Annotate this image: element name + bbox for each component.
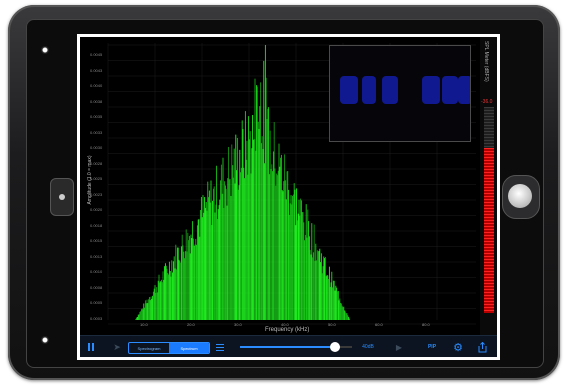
y-tick-label: 0.0010 xyxy=(90,269,103,274)
y-axis-label: Amplitude (1.0 = max) xyxy=(87,155,93,205)
x-tick-label: 30.0 xyxy=(234,322,242,327)
bottom-toolbar: ➤ Spectrogram Spectrum 40dB ▶ PIP ⚙ xyxy=(80,335,497,357)
spectrum-plot: 0.0045 0.0043 0.0040 0.0038 0.0035 0.0033 0.00… xyxy=(80,37,480,335)
y-tick-label: 0.0028 xyxy=(90,160,103,166)
y-tick-label: 0.0040 xyxy=(90,83,103,88)
y-tick-label: 0.0018 xyxy=(90,222,103,228)
share-icon[interactable] xyxy=(476,341,488,353)
gain-slider-track xyxy=(340,346,352,348)
spectrum-chart xyxy=(107,43,476,325)
gain-slider-knob[interactable] xyxy=(330,342,340,352)
y-tick-label: 0.0045 xyxy=(90,52,103,57)
y-tick-label: 0.0013 xyxy=(90,253,103,259)
y-tick-label: 0.0020 xyxy=(90,207,103,212)
y-tick-label: 0.0030 xyxy=(90,145,103,150)
x-axis-label: Frequency (kHz) xyxy=(265,327,310,333)
mode-spectrum-button[interactable]: Spectrum xyxy=(169,343,209,353)
x-tick-label: 10.0 xyxy=(140,322,148,327)
case-screw-icon xyxy=(41,336,49,344)
y-tick-label: 0.0035 xyxy=(90,114,103,119)
side-port xyxy=(50,178,74,216)
spectrogram-view xyxy=(340,76,470,104)
y-tick-label: 0.0038 xyxy=(90,98,103,104)
y-tick-label: 0.0033 xyxy=(90,129,103,135)
x-tick-label: 50.0 xyxy=(328,322,336,327)
spl-meter: SPL Meter (dBFS) -36.0 xyxy=(480,37,497,335)
meter-level-fill xyxy=(484,148,494,313)
y-tick-label: 0.0005 xyxy=(90,300,103,305)
y-tick-label: 0.0025 xyxy=(90,176,103,181)
spectrum-trace xyxy=(135,45,350,320)
y-tick-label: 0.0023 xyxy=(90,191,103,197)
x-tick-label: 20.0 xyxy=(187,322,195,327)
meter-label: SPL Meter (dBFS) xyxy=(483,41,489,82)
x-tick-label: 40.0 xyxy=(281,322,289,327)
meter-bar xyxy=(484,107,494,313)
y-tick-label: 0.0043 xyxy=(90,67,103,73)
analyzer-app: 0.0045 0.0043 0.0040 0.0038 0.0035 0.0033 0.00… xyxy=(80,37,497,357)
spectrogram-pip-window[interactable] xyxy=(329,45,471,142)
play-icon[interactable]: ▶ xyxy=(395,342,403,352)
gain-value: 40dB xyxy=(362,344,374,350)
list-icon[interactable] xyxy=(215,341,225,353)
case-screw-icon xyxy=(41,46,49,54)
home-button[interactable] xyxy=(502,175,540,219)
y-tick-label: 0.0003 xyxy=(90,315,103,321)
y-tick-label: 0.0015 xyxy=(90,238,103,243)
y-tick-label: 0.0008 xyxy=(90,284,103,290)
meter-value: -36.0 xyxy=(481,99,493,105)
pip-button[interactable]: PIP xyxy=(427,344,437,350)
arrow-icon[interactable]: ➤ xyxy=(113,341,121,352)
mode-spectrogram-button[interactable]: Spectrogram xyxy=(137,345,161,351)
gear-icon[interactable]: ⚙ xyxy=(453,341,463,354)
mode-selector: Spectrogram Spectrum xyxy=(128,342,210,354)
device-screen: 0.0045 0.0043 0.0040 0.0038 0.0035 0.0033 0.00… xyxy=(77,34,500,360)
gain-slider[interactable] xyxy=(240,342,352,352)
x-tick-label: 80.0 xyxy=(422,322,430,327)
pause-icon[interactable] xyxy=(86,341,96,353)
x-tick-label: 60.0 xyxy=(375,322,383,327)
